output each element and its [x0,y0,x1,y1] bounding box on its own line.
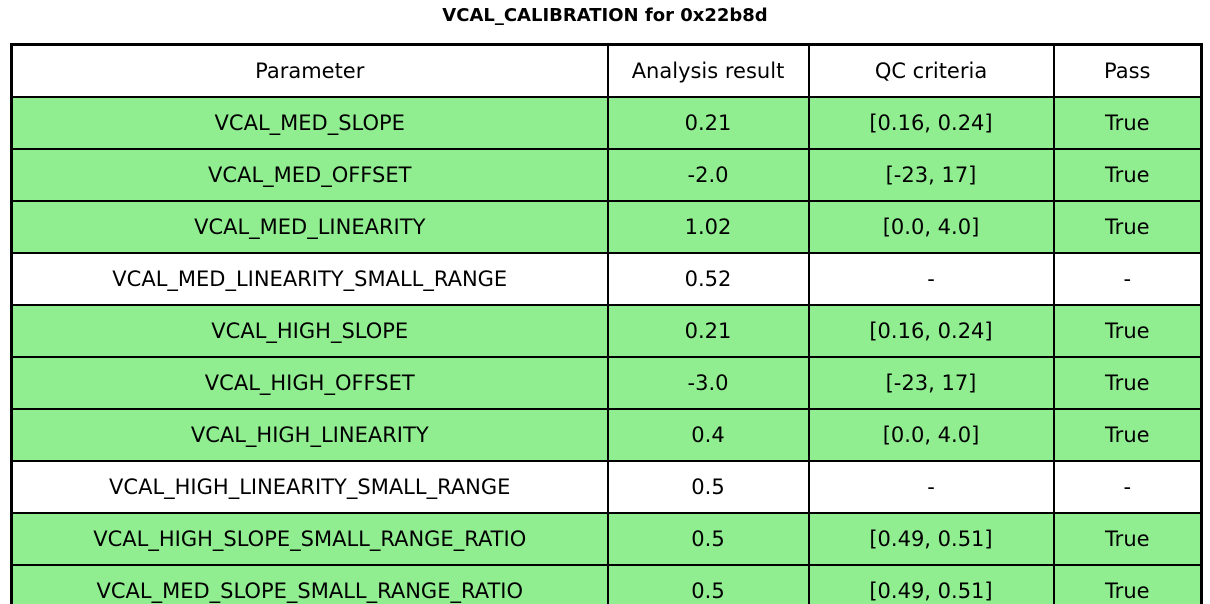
table-row: VCAL_MED_SLOPE 0.21 [0.16, 0.24] True [10,96,1203,150]
table-row: VCAL_MED_LINEARITY_SMALL_RANGE 0.52 - - [10,252,1203,306]
parameter-cell: VCAL_MED_OFFSET [10,148,609,202]
table-row: VCAL_MED_LINEARITY 1.02 [0.0, 4.0] True [10,200,1203,254]
qc-criteria-cell: [0.49, 0.51] [807,564,1055,604]
table-row: VCAL_MED_OFFSET -2.0 [-23, 17] True [10,148,1203,202]
pass-cell: True [1052,356,1203,410]
parameter-cell: VCAL_HIGH_SLOPE [10,304,609,358]
col-header-parameter: Parameter [10,43,609,98]
table-row: VCAL_HIGH_LINEARITY_SMALL_RANGE 0.5 - - [10,460,1203,514]
qc-criteria-cell: [-23, 17] [807,356,1055,410]
qc-criteria-cell: [-23, 17] [807,148,1055,202]
analysis-result-cell: 0.5 [606,460,810,514]
qc-criteria-cell: - [807,460,1055,514]
qc-results-table: Parameter Analysis result QC criteria Pa… [10,43,1203,604]
analysis-result-cell: 0.4 [606,408,810,462]
pass-cell: - [1052,460,1203,514]
analysis-result-cell: 0.5 [606,512,810,566]
pass-cell: True [1052,408,1203,462]
qc-criteria-cell: [0.49, 0.51] [807,512,1055,566]
header-row: Parameter Analysis result QC criteria Pa… [10,43,1203,98]
parameter-cell: VCAL_HIGH_LINEARITY_SMALL_RANGE [10,460,609,514]
table-row: VCAL_HIGH_LINEARITY 0.4 [0.0, 4.0] True [10,408,1203,462]
col-header-analysis-result: Analysis result [606,43,810,98]
pass-cell: True [1052,564,1203,604]
analysis-result-cell: 1.02 [606,200,810,254]
analysis-result-cell: 0.52 [606,252,810,306]
analysis-result-cell: -2.0 [606,148,810,202]
col-header-pass: Pass [1052,43,1203,98]
parameter-cell: VCAL_HIGH_OFFSET [10,356,609,410]
parameter-cell: VCAL_MED_SLOPE_SMALL_RANGE_RATIO [10,564,609,604]
qc-criteria-cell: [0.0, 4.0] [807,408,1055,462]
page-title: VCAL_CALIBRATION for 0x22b8d [442,5,768,26]
analysis-result-cell: -3.0 [606,356,810,410]
analysis-result-cell: 0.21 [606,304,810,358]
pass-cell: True [1052,304,1203,358]
table-row: VCAL_HIGH_SLOPE_SMALL_RANGE_RATIO 0.5 [0… [10,512,1203,566]
table-row: VCAL_HIGH_SLOPE 0.21 [0.16, 0.24] True [10,304,1203,358]
table-row: VCAL_HIGH_OFFSET -3.0 [-23, 17] True [10,356,1203,410]
qc-criteria-cell: [0.16, 0.24] [807,96,1055,150]
analysis-result-cell: 0.21 [606,96,810,150]
pass-cell: True [1052,148,1203,202]
pass-cell: True [1052,96,1203,150]
table-row: VCAL_MED_SLOPE_SMALL_RANGE_RATIO 0.5 [0.… [10,564,1203,604]
analysis-result-cell: 0.5 [606,564,810,604]
pass-cell: True [1052,200,1203,254]
parameter-cell: VCAL_HIGH_LINEARITY [10,408,609,462]
pass-cell: - [1052,252,1203,306]
qc-criteria-cell: [0.16, 0.24] [807,304,1055,358]
parameter-cell: VCAL_MED_LINEARITY_SMALL_RANGE [10,252,609,306]
parameter-cell: VCAL_MED_LINEARITY [10,200,609,254]
col-header-qc-criteria: QC criteria [807,43,1055,98]
pass-cell: True [1052,512,1203,566]
parameter-cell: VCAL_MED_SLOPE [10,96,609,150]
parameter-cell: VCAL_HIGH_SLOPE_SMALL_RANGE_RATIO [10,512,609,566]
qc-criteria-cell: - [807,252,1055,306]
qc-criteria-cell: [0.0, 4.0] [807,200,1055,254]
